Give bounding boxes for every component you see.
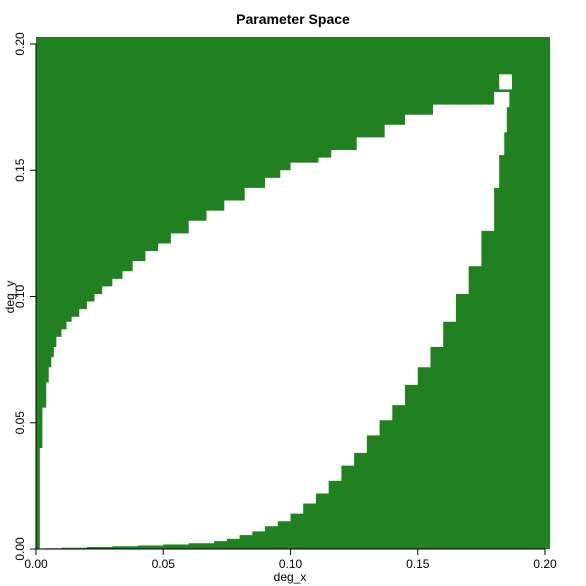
- white-square: [499, 74, 512, 90]
- y-tick-label: 0.10: [13, 284, 27, 308]
- y-tick-label: 0.00: [13, 537, 27, 561]
- y-axis-label: deg_y: [3, 281, 17, 314]
- y-axis: 0.00 0.05 0.10 0.15 0.20 deg_y: [3, 32, 37, 561]
- white-feasible-region: [38, 91, 510, 549]
- x-axis: 0.00 0.05 0.10 0.15 0.20 deg_x: [24, 548, 557, 584]
- x-tick-label: 0.05: [152, 557, 176, 571]
- x-tick-label: 0.10: [279, 557, 303, 571]
- y-tick-label: 0.15: [13, 158, 27, 182]
- chart-title: Parameter Space: [236, 11, 350, 27]
- y-tick-label: 0.20: [13, 32, 27, 56]
- y-tick-label: 0.05: [13, 411, 27, 435]
- x-axis-label: deg_x: [274, 570, 307, 584]
- x-tick-label: 0.15: [406, 557, 430, 571]
- plot-area: [36, 37, 550, 549]
- x-tick-label: 0.00: [24, 557, 48, 571]
- x-tick-label: 0.20: [533, 557, 557, 571]
